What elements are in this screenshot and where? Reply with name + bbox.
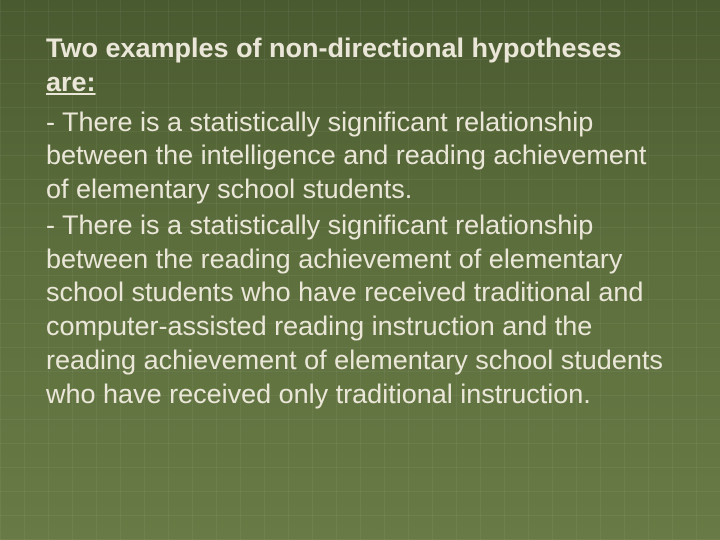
slide-heading: Two examples of non-directional hypothes…	[46, 32, 674, 100]
heading-line1: Two examples of non-directional hypothes…	[46, 33, 622, 63]
bullet-2: - There is a statistically significant r…	[46, 209, 674, 412]
heading-line2-underlined: are:	[46, 67, 96, 97]
slide-body: - There is a statistically significant r…	[46, 106, 674, 412]
slide: Two examples of non-directional hypothes…	[0, 0, 720, 540]
bullet-1: - There is a statistically significant r…	[46, 106, 674, 207]
